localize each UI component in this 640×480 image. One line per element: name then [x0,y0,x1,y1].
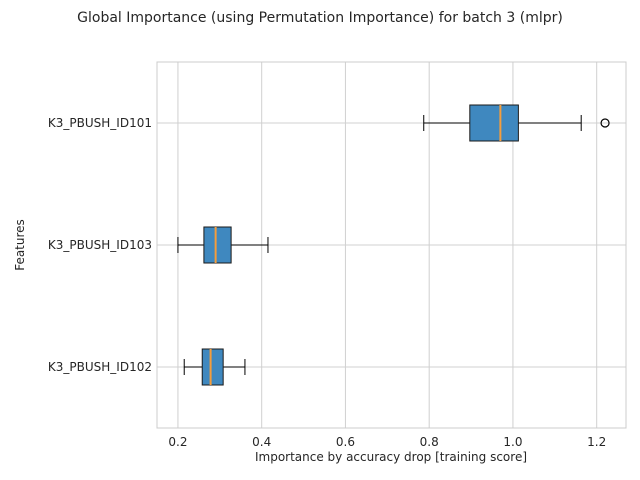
boxplot-k3-pbush-id103 [177,226,269,264]
box-iqr [469,104,519,142]
box-iqr [201,348,224,386]
chart-title: Global Importance (using Permutation Imp… [77,10,563,26]
y-tick-label: K3_PBUSH_ID102 [48,360,152,374]
y-axis-label: Features [13,219,27,271]
x-tick-label: 0.6 [336,435,355,449]
outlier-point [600,118,610,128]
box-series [177,104,610,386]
y-tick-labels: K3_PBUSH_ID102 K3_PBUSH_ID103 K3_PBUSH_ID1… [48,116,152,374]
x-tick-label: 1.2 [587,435,606,449]
boxplot-k3-pbush-id101 [423,104,610,142]
boxplot-k3-pbush-id102 [183,348,246,386]
x-tick-label: 0.8 [420,435,439,449]
box-iqr [203,226,232,264]
x-tick-label: 1.0 [503,435,522,449]
x-tick-label: 0.4 [252,435,271,449]
y-tick-label: K3_PBUSH_ID103 [48,238,152,252]
x-tick-label: 0.2 [168,435,187,449]
y-tick-label: K3_PBUSH_ID101 [48,116,152,130]
x-axis-label: Importance by accuracy drop [training sc… [255,450,527,464]
plot-frame [156,61,627,429]
x-tick-labels: 0.2 0.4 0.6 0.8 1.0 1.2 [168,435,606,449]
